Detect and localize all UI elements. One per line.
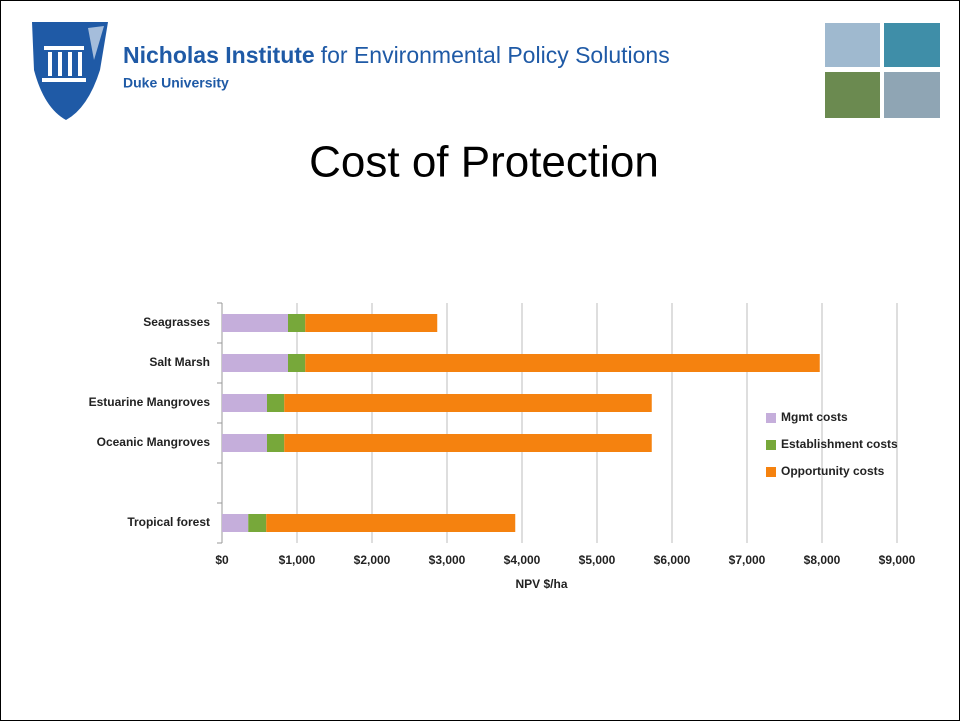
- y-tick-label: Salt Marsh: [149, 355, 210, 369]
- x-tick-label: $1,000: [279, 553, 316, 567]
- x-tick-label: $2,000: [354, 553, 391, 567]
- y-tick-label: Oceanic Mangroves: [97, 435, 211, 449]
- bar-segment: [305, 314, 438, 332]
- legend-label: Opportunity costs: [781, 464, 885, 478]
- institute-name: Nicholas Institute: [123, 42, 315, 68]
- x-tick-label: $0: [215, 553, 229, 567]
- header-images: [825, 23, 940, 118]
- university: Duke University: [123, 75, 229, 91]
- bar-segment: [267, 394, 285, 412]
- bar-segment: [248, 514, 267, 532]
- legend-label: Establishment costs: [781, 437, 898, 451]
- x-tick-label: $8,000: [804, 553, 841, 567]
- x-tick-label: $3,000: [429, 553, 466, 567]
- x-tick-label: $6,000: [654, 553, 691, 567]
- bar-segment: [288, 354, 306, 372]
- legend-label: Mgmt costs: [781, 410, 848, 424]
- legend-swatch: [766, 440, 776, 450]
- x-axis-label: NPV $/ha: [515, 577, 567, 591]
- bar-segment: [284, 434, 652, 452]
- bar-segment: [222, 394, 267, 412]
- bar-segment: [266, 514, 516, 532]
- bar-segment: [267, 434, 285, 452]
- x-tick-label: $9,000: [879, 553, 916, 567]
- institute-line: Nicholas Institute for Environmental Poli…: [123, 42, 670, 68]
- x-tick-label: $5,000: [579, 553, 616, 567]
- y-tick-label: Seagrasses: [143, 315, 210, 329]
- bar-segment: [288, 314, 306, 332]
- bar-segment: [222, 434, 267, 452]
- x-tick-label: $4,000: [504, 553, 541, 567]
- bar-segment: [222, 354, 288, 372]
- legend-swatch: [766, 467, 776, 477]
- bar-segment: [222, 514, 249, 532]
- legend-swatch: [766, 413, 776, 423]
- logo: [32, 22, 108, 120]
- institute-rest: for Environmental Policy Solutions: [321, 42, 670, 68]
- y-tick-label: Estuarine Mangroves: [89, 395, 211, 409]
- chart-title: Cost of Protection: [309, 138, 659, 187]
- x-tick-label: $7,000: [729, 553, 766, 567]
- bar-segment: [284, 394, 652, 412]
- y-tick-label: Tropical forest: [127, 515, 210, 529]
- bar-segment: [305, 354, 820, 372]
- bar-segment: [222, 314, 288, 332]
